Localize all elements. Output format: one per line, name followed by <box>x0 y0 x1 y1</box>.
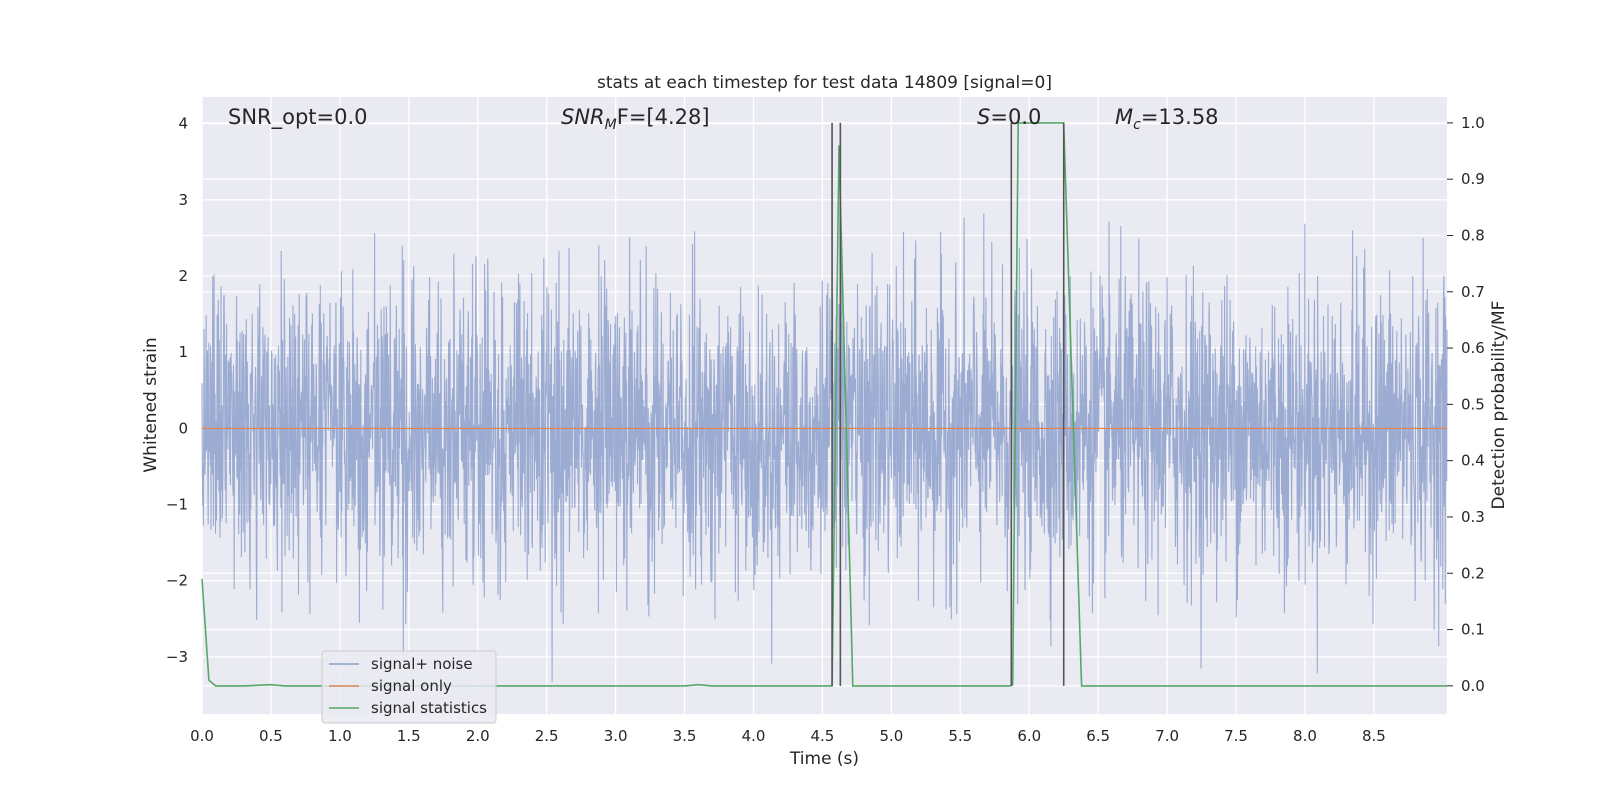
snr-mf-sub: M <box>605 117 617 133</box>
right-y-axis-ticks: 1.0 0.9 0.8 0.7 0.6 0.5 0.4 0.3 0.2 0.1 0.0 <box>1447 114 1485 695</box>
x-axis-label: Time (s) <box>789 749 859 769</box>
x-tick-label: 7.0 <box>1155 727 1179 745</box>
noise-series-group <box>201 213 1448 683</box>
signal-noise-line <box>201 213 1448 683</box>
x-tick-label: 4.0 <box>742 727 766 745</box>
y-right-tick-label: 0.1 <box>1461 621 1485 639</box>
mc-annotation: Mc=13.58 <box>1115 105 1219 133</box>
y-left-tick-label: 4 <box>178 115 188 133</box>
s-annotation: S=0.0 <box>977 105 1041 129</box>
y-right-tick-label: 0.8 <box>1461 226 1485 244</box>
snr-mf-main: SNR <box>561 105 605 129</box>
x-tick-label: 1.5 <box>397 727 421 745</box>
x-tick-label: 8.0 <box>1293 727 1317 745</box>
s-rest: =0.0 <box>990 105 1041 129</box>
snr-mf-annotation: SNRMF=[4.28] <box>561 105 710 133</box>
left-y-axis-label: Whitened strain <box>141 337 161 472</box>
s-main: S <box>977 105 990 129</box>
y-right-tick-label: 0.3 <box>1461 508 1485 526</box>
y-left-tick-label: 1 <box>178 343 188 361</box>
mc-rest: =13.58 <box>1141 105 1219 129</box>
legend-label-signal-noise: signal+ noise <box>371 655 473 673</box>
y-left-tick-label: −1 <box>166 496 188 514</box>
y-left-tick-label: 2 <box>178 267 188 285</box>
right-y-axis-label: Detection probability/MF <box>1489 301 1509 510</box>
x-tick-label: 0.5 <box>259 727 283 745</box>
x-tick-label: 7.5 <box>1224 727 1248 745</box>
mc-main: M <box>1115 105 1133 129</box>
y-right-tick-label: 0.2 <box>1461 564 1485 582</box>
x-tick-label: 1.0 <box>328 727 352 745</box>
x-tick-label: 2.5 <box>535 727 559 745</box>
y-left-tick-label: −2 <box>166 572 188 590</box>
x-tick-label: 5.0 <box>879 727 903 745</box>
x-tick-label: 0.0 <box>190 727 214 745</box>
vertical-markers <box>831 122 1065 686</box>
snr-opt-annotation: SNR_opt=0.0 <box>228 105 368 130</box>
chart-title: stats at each timestep for test data 148… <box>597 73 1052 93</box>
x-tick-label: 4.5 <box>811 727 835 745</box>
y-right-tick-label: 0.5 <box>1461 395 1485 413</box>
y-right-tick-label: 0.4 <box>1461 452 1485 470</box>
y-left-tick-label: 3 <box>178 191 188 209</box>
y-right-tick-label: 0.9 <box>1461 170 1485 188</box>
x-tick-label: 8.5 <box>1362 727 1386 745</box>
x-tick-label: 3.5 <box>673 727 697 745</box>
x-tick-label: 2.0 <box>466 727 490 745</box>
x-tick-label: 5.5 <box>948 727 972 745</box>
legend-label-signal-only: signal only <box>371 677 452 695</box>
x-tick-label: 6.5 <box>1086 727 1110 745</box>
y-right-tick-label: 0.6 <box>1461 339 1485 357</box>
legend-label-signal-statistics: signal statistics <box>371 699 487 717</box>
x-tick-label: 6.0 <box>1017 727 1041 745</box>
y-right-tick-label: 0.0 <box>1461 677 1485 695</box>
y-left-tick-label: −3 <box>166 648 188 666</box>
x-tick-label: 3.0 <box>604 727 628 745</box>
left-y-axis-ticks: 4 3 2 1 0 −1 −2 −3 <box>166 115 188 666</box>
y-left-tick-label: 0 <box>178 419 188 437</box>
legend-box <box>321 650 497 724</box>
snr-mf-rest: F=[4.28] <box>617 105 710 129</box>
x-axis-ticks: 0.0 0.5 1.0 1.5 2.0 2.5 3.0 3.5 4.0 4.5 5.0 5.5 6.0 6… <box>190 727 1386 745</box>
legend: signal+ noise signal only signal statist… <box>321 650 497 724</box>
y-right-tick-label: 0.7 <box>1461 283 1485 301</box>
y-right-tick-label: 1.0 <box>1461 114 1485 132</box>
mc-sub: c <box>1133 117 1141 133</box>
